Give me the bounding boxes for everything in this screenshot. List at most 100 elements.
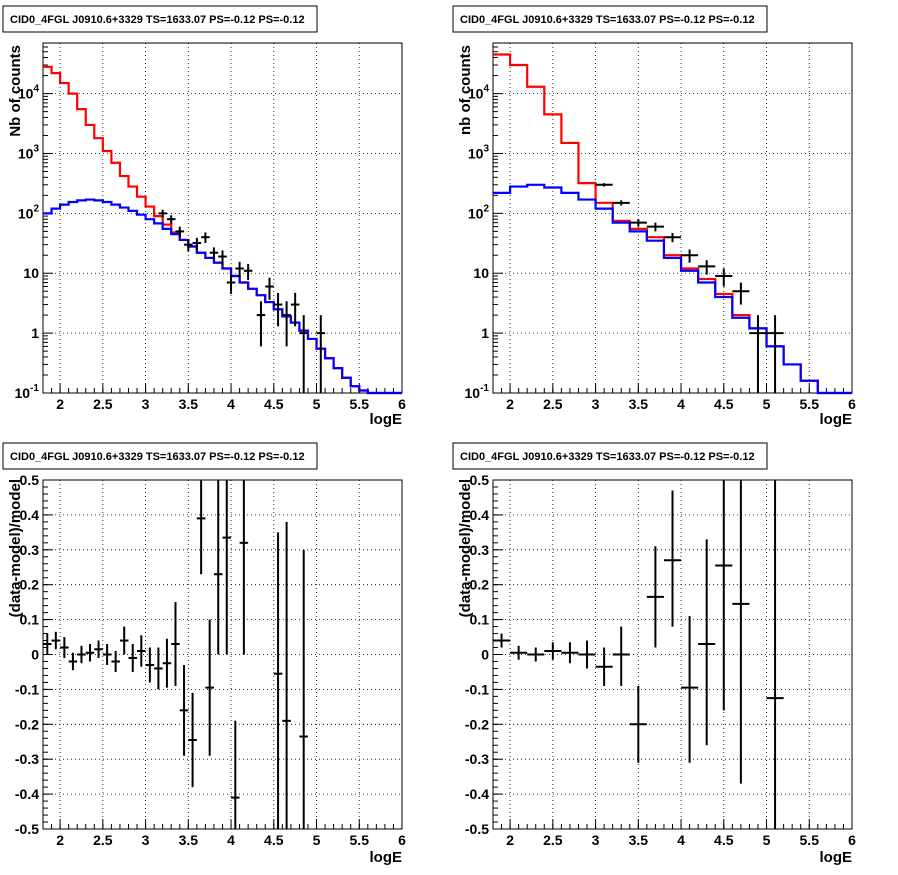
y-tick-label: -0.3 — [15, 751, 39, 767]
plot-area: 2 2.5 3 3.5 4 4.5 5 5.5 6 0.5 0.4 0.3 0.2 0.1 0 -0.1 -0.… — [465, 472, 856, 848]
title-box — [2, 5, 318, 33]
title-box — [452, 442, 768, 470]
x-tick-label: 6 — [848, 396, 856, 412]
panel-title: CID0_4FGL J0910.6+3329 TS=1633.07 PS=-0.… — [460, 14, 755, 26]
x-tick-label: 4.5 — [714, 832, 734, 848]
x-tick-label: 2 — [506, 832, 514, 848]
histogram-series — [493, 183, 852, 395]
y-axis-title: (data-model)/model — [7, 479, 24, 617]
y-tick-label: 102 — [468, 203, 490, 221]
plot-frame — [42, 479, 403, 830]
y-tick-label: 104 — [18, 84, 40, 102]
panel-title: CID0_4FGL J0910.6+3329 TS=1633.07 PS=-0.… — [10, 14, 305, 26]
x-tick-label: 4 — [677, 396, 685, 412]
x-tick-label: 5.5 — [800, 396, 820, 412]
y-tick-label: -0.2 — [15, 716, 39, 732]
y-tick-label: 0.4 — [20, 507, 40, 523]
x-tick-label: 6 — [398, 832, 406, 848]
y-axis-title: nb of counts — [457, 45, 474, 135]
x-tick-label: 5 — [763, 832, 771, 848]
x-tick-label: 4 — [227, 832, 235, 848]
y-axis-title: (data-model)/model — [457, 479, 474, 617]
x-tick-label: 3.5 — [179, 832, 199, 848]
y-tick-label: 10 — [473, 265, 489, 281]
x-tick-label: 5.5 — [350, 832, 370, 848]
y-tick-label: 0 — [481, 647, 489, 663]
x-tick-label: 5 — [313, 832, 321, 848]
y-tick-label: -0.5 — [15, 821, 39, 837]
panel-counts-left: CID0_4FGL J0910.6+3329 TS=1633.07 PS=-0.… — [2, 5, 406, 428]
y-tick-label: -0.2 — [465, 716, 489, 732]
x-tick-label: 4.5 — [714, 396, 734, 412]
y-tick-label: 104 — [468, 84, 490, 102]
panel-residual-right: CID0_4FGL J0910.6+3329 TS=1633.07 PS=-0.… — [452, 442, 856, 866]
y-tick-label: -0.3 — [465, 751, 489, 767]
y-tick-label: 10-1 — [15, 383, 40, 401]
x-tick-label: 2.5 — [93, 832, 113, 848]
x-tick-label: 2 — [56, 396, 64, 412]
x-tick-label: 5 — [313, 396, 321, 412]
y-tick-label: 0.2 — [20, 577, 40, 593]
y-tick-label: 0.5 — [20, 472, 40, 488]
y-tick-label: 0.4 — [470, 507, 490, 523]
y-tick-label: -0.4 — [15, 786, 39, 802]
y-tick-label: -0.1 — [15, 681, 39, 697]
x-axis-title: logE — [370, 849, 403, 866]
y-tick-label: 103 — [18, 143, 40, 161]
y-tick-label: 0 — [31, 647, 39, 663]
y-tick-label: 0.1 — [470, 612, 490, 628]
x-axis-title: logE — [820, 849, 853, 866]
x-tick-label: 3.5 — [629, 832, 649, 848]
x-axis-title: logE — [820, 411, 853, 428]
y-tick-label: 103 — [468, 143, 490, 161]
title-box — [2, 442, 318, 470]
histogram-series — [43, 198, 402, 395]
x-tick-label: 6 — [398, 396, 406, 412]
x-tick-label: 2.5 — [93, 396, 113, 412]
plot-frame — [42, 42, 403, 394]
x-tick-label: 3.5 — [179, 396, 199, 412]
y-tick-label: 10 — [23, 265, 39, 281]
y-tick-label: -0.4 — [465, 786, 489, 802]
panel-title: CID0_4FGL J0910.6+3329 TS=1633.07 PS=-0.… — [460, 451, 755, 463]
y-tick-label: -0.5 — [465, 821, 489, 837]
panel-title: CID0_4FGL J0910.6+3329 TS=1633.07 PS=-0.… — [10, 451, 305, 463]
panel-counts-right: CID0_4FGL J0910.6+3329 TS=1633.07 PS=-0.… — [452, 5, 856, 428]
x-tick-label: 2.5 — [543, 396, 563, 412]
y-tick-label: -0.1 — [465, 681, 489, 697]
x-tick-label: 5.5 — [350, 396, 370, 412]
x-tick-label: 2.5 — [543, 832, 563, 848]
x-tick-label: 3 — [142, 396, 150, 412]
x-tick-label: 3 — [592, 396, 600, 412]
x-tick-label: 3 — [592, 832, 600, 848]
y-axis-title: Nb of counts — [7, 45, 24, 137]
x-tick-label: 4 — [677, 832, 685, 848]
plot-area: 2 2.5 3 3.5 4 4.5 5 5.5 6 10-1 1 10 102 103 104 — [15, 42, 406, 412]
title-box — [452, 5, 768, 33]
x-tick-label: 2 — [56, 832, 64, 848]
x-tick-label: 4.5 — [264, 396, 284, 412]
plot-frame — [492, 42, 853, 394]
y-tick-label: 102 — [18, 203, 40, 221]
y-tick-label: 0.2 — [470, 577, 490, 593]
plot-area: 2 2.5 3 3.5 4 4.5 5 5.5 6 0.5 0.4 0.3 0.2 0.1 0 -0.1 -0.… — [15, 472, 406, 848]
panel-residual-left: CID0_4FGL J0910.6+3329 TS=1633.07 PS=-0.… — [2, 442, 406, 866]
plot-area: 2 2.5 3 3.5 4 4.5 5 5.5 6 10-1 1 10 102 103 104 — [465, 42, 856, 412]
y-tick-label: 10-1 — [465, 383, 490, 401]
x-tick-label: 5 — [763, 396, 771, 412]
x-tick-label: 3.5 — [629, 396, 649, 412]
x-tick-label: 4 — [227, 396, 235, 412]
x-axis-title: logE — [370, 411, 403, 428]
y-tick-label: 0.3 — [20, 542, 40, 558]
x-tick-label: 6 — [848, 832, 856, 848]
x-tick-label: 4.5 — [264, 832, 284, 848]
y-tick-label: 0.3 — [470, 542, 490, 558]
x-tick-label: 3 — [142, 832, 150, 848]
x-tick-label: 5.5 — [800, 832, 820, 848]
x-tick-label: 2 — [506, 396, 514, 412]
y-tick-label: 0.5 — [470, 472, 490, 488]
y-tick-label: 1 — [481, 325, 489, 341]
y-tick-label: 1 — [31, 325, 39, 341]
y-tick-label: 0.1 — [20, 612, 40, 628]
